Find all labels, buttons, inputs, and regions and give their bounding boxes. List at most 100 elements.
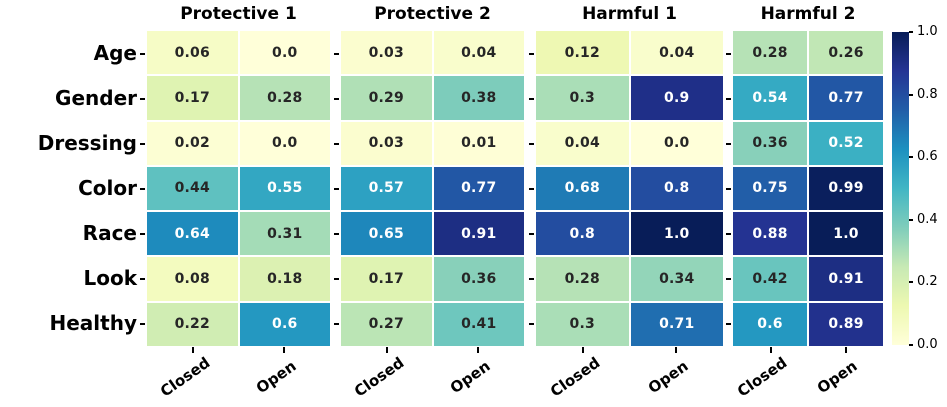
heatmap-cell: 0.77 xyxy=(433,166,524,211)
y-tick-mark xyxy=(334,52,339,55)
heatmap-cell: 0.57 xyxy=(341,166,432,211)
colorbar-tick-mark xyxy=(909,344,913,346)
y-tick-mark xyxy=(529,322,534,325)
x-tick-label: Closed xyxy=(546,353,603,401)
heatmap-cell: 0.28 xyxy=(536,257,629,301)
heatmap-cell: 0.02 xyxy=(147,121,238,165)
heatmap-cell: 0.44 xyxy=(147,166,238,211)
heatmap-cell: 0.0 xyxy=(239,121,330,165)
row-label: Look xyxy=(83,266,137,290)
heatmap-cell: 0.29 xyxy=(341,76,432,120)
heatmap-cell: 0.99 xyxy=(809,166,883,211)
heatmap-cell: 0.91 xyxy=(809,257,883,301)
y-tick-mark xyxy=(334,97,339,100)
y-tick-mark xyxy=(140,322,145,325)
y-tick-mark xyxy=(726,232,731,235)
colorbar-tick-mark xyxy=(909,281,913,284)
heatmap-cell: 0.8 xyxy=(536,212,629,256)
y-tick-mark xyxy=(529,277,534,280)
heatmap-panel: Protective 2 0.03 0.04 0.29 0.38 0.03 0.01 0.57… xyxy=(334,4,524,401)
row-label: Healthy xyxy=(49,311,138,335)
heatmap-cell: 1.0 xyxy=(809,212,883,256)
heatmap-cell: 0.17 xyxy=(147,76,238,120)
heatmap-panel: Protective 1 0.06 0.0 0.17 0.28 0.02 0.0 0.44 0.… xyxy=(140,4,330,401)
heatmap-cell: 0.04 xyxy=(433,31,524,75)
heatmap-cell: 0.17 xyxy=(341,257,432,301)
y-tick-mark xyxy=(334,232,339,235)
y-tick-mark xyxy=(726,187,731,190)
heatmap-cell: 0.36 xyxy=(433,257,524,301)
colorbar-tick-mark xyxy=(909,156,913,159)
y-tick-mark xyxy=(529,97,534,100)
panel-title: Protective 2 xyxy=(374,4,491,24)
x-tick-label: Open xyxy=(814,356,861,398)
heatmap-cell: 0.22 xyxy=(147,302,238,346)
heatmap-cell: 0.06 xyxy=(147,31,238,75)
heatmap-panel: Harmful 1 0.12 0.04 0.3 0.9 0.04 0.0 0.68 0.8 0.8… xyxy=(529,4,723,401)
heatmap-panel: Harmful 2 0.28 0.26 0.54 0.77 0.36 0.52 0.75 0.9… xyxy=(726,4,883,401)
heatmap-cell: 0.28 xyxy=(733,31,807,75)
y-tick-mark xyxy=(140,187,145,190)
heatmap-cell: 1.0 xyxy=(630,212,723,256)
colorbar-tick-mark xyxy=(909,31,913,33)
heatmap-cell: 0.55 xyxy=(239,166,330,211)
colorbar-tick-label: 0.4 xyxy=(917,211,938,227)
colorbar-tick-label: 0.0 xyxy=(917,337,938,352)
heatmap-cell: 0.77 xyxy=(809,76,883,120)
x-tick-label-wrap: Open xyxy=(778,357,898,397)
heatmap-cell: 0.91 xyxy=(433,212,524,256)
x-tick-label: Open xyxy=(644,356,692,398)
x-tick-mark xyxy=(191,347,194,353)
x-tick-mark xyxy=(477,347,480,353)
colorbar-gradient xyxy=(892,32,909,345)
heatmap-cell: 0.0 xyxy=(239,31,330,75)
x-tick-mark xyxy=(844,347,847,353)
heatmap-cell: 0.3 xyxy=(536,76,629,120)
heatmap-cell: 0.65 xyxy=(341,212,432,256)
heatmap-cell: 0.6 xyxy=(733,302,807,346)
x-tick-mark xyxy=(581,347,584,353)
heatmap-cell: 0.64 xyxy=(147,212,238,256)
heatmap-cell: 0.18 xyxy=(239,257,330,301)
x-tick-mark xyxy=(675,347,678,353)
colorbar: 1.0 0.8 0.6 0.4 0.2 0.0 xyxy=(892,24,938,352)
y-tick-mark xyxy=(140,232,145,235)
x-tick-mark xyxy=(385,347,388,353)
x-tick-label: Open xyxy=(252,356,300,398)
y-tick-mark xyxy=(529,52,534,55)
heatmap-cell: 0.34 xyxy=(630,257,723,301)
heatmap-cell: 0.03 xyxy=(341,31,432,75)
y-tick-mark xyxy=(334,142,339,145)
heatmap-cell: 0.0 xyxy=(630,121,723,165)
heatmap-cell: 0.75 xyxy=(733,166,807,211)
heatmap-cell: 0.8 xyxy=(630,166,723,211)
heatmap-cell: 0.52 xyxy=(809,121,883,165)
heatmap-grid: 0.12 0.04 0.3 0.9 0.04 0.0 0.68 0.8 0.8 1.0 0.28 0.… xyxy=(536,31,723,346)
heatmap-cell: 0.42 xyxy=(733,257,807,301)
colorbar-tick-label: 0.8 xyxy=(917,86,938,102)
heatmap-cell: 0.01 xyxy=(433,121,524,165)
y-tick-mark xyxy=(334,277,339,280)
heatmap-cell: 0.3 xyxy=(536,302,629,346)
y-tick-mark xyxy=(529,142,534,145)
y-tick-mark xyxy=(529,187,534,190)
y-tick-mark xyxy=(140,52,145,55)
y-tick-mark xyxy=(334,322,339,325)
heatmap-cell: 0.27 xyxy=(341,302,432,346)
y-tick-mark xyxy=(140,277,145,280)
x-tick-label: Closed xyxy=(156,353,213,401)
heatmap-grid: 0.06 0.0 0.17 0.28 0.02 0.0 0.44 0.55 0.64 0.31 0.… xyxy=(147,31,330,346)
heatmap-cell: 0.68 xyxy=(536,166,629,211)
y-tick-mark xyxy=(529,232,534,235)
heatmap-cell: 0.71 xyxy=(630,302,723,346)
y-tick-mark xyxy=(726,142,731,145)
row-label: Dressing xyxy=(37,131,137,155)
heatmap-cell: 0.54 xyxy=(733,76,807,120)
y-tick-mark xyxy=(726,52,731,55)
heatmap-grid: 0.03 0.04 0.29 0.38 0.03 0.01 0.57 0.77 0.65 0.91… xyxy=(341,31,524,346)
y-tick-mark xyxy=(140,97,145,100)
colorbar-tick-label: 1.0 xyxy=(917,24,938,39)
heatmap-cell: 0.6 xyxy=(239,302,330,346)
panel-title: Harmful 1 xyxy=(582,4,677,24)
row-label: Race xyxy=(82,221,137,245)
